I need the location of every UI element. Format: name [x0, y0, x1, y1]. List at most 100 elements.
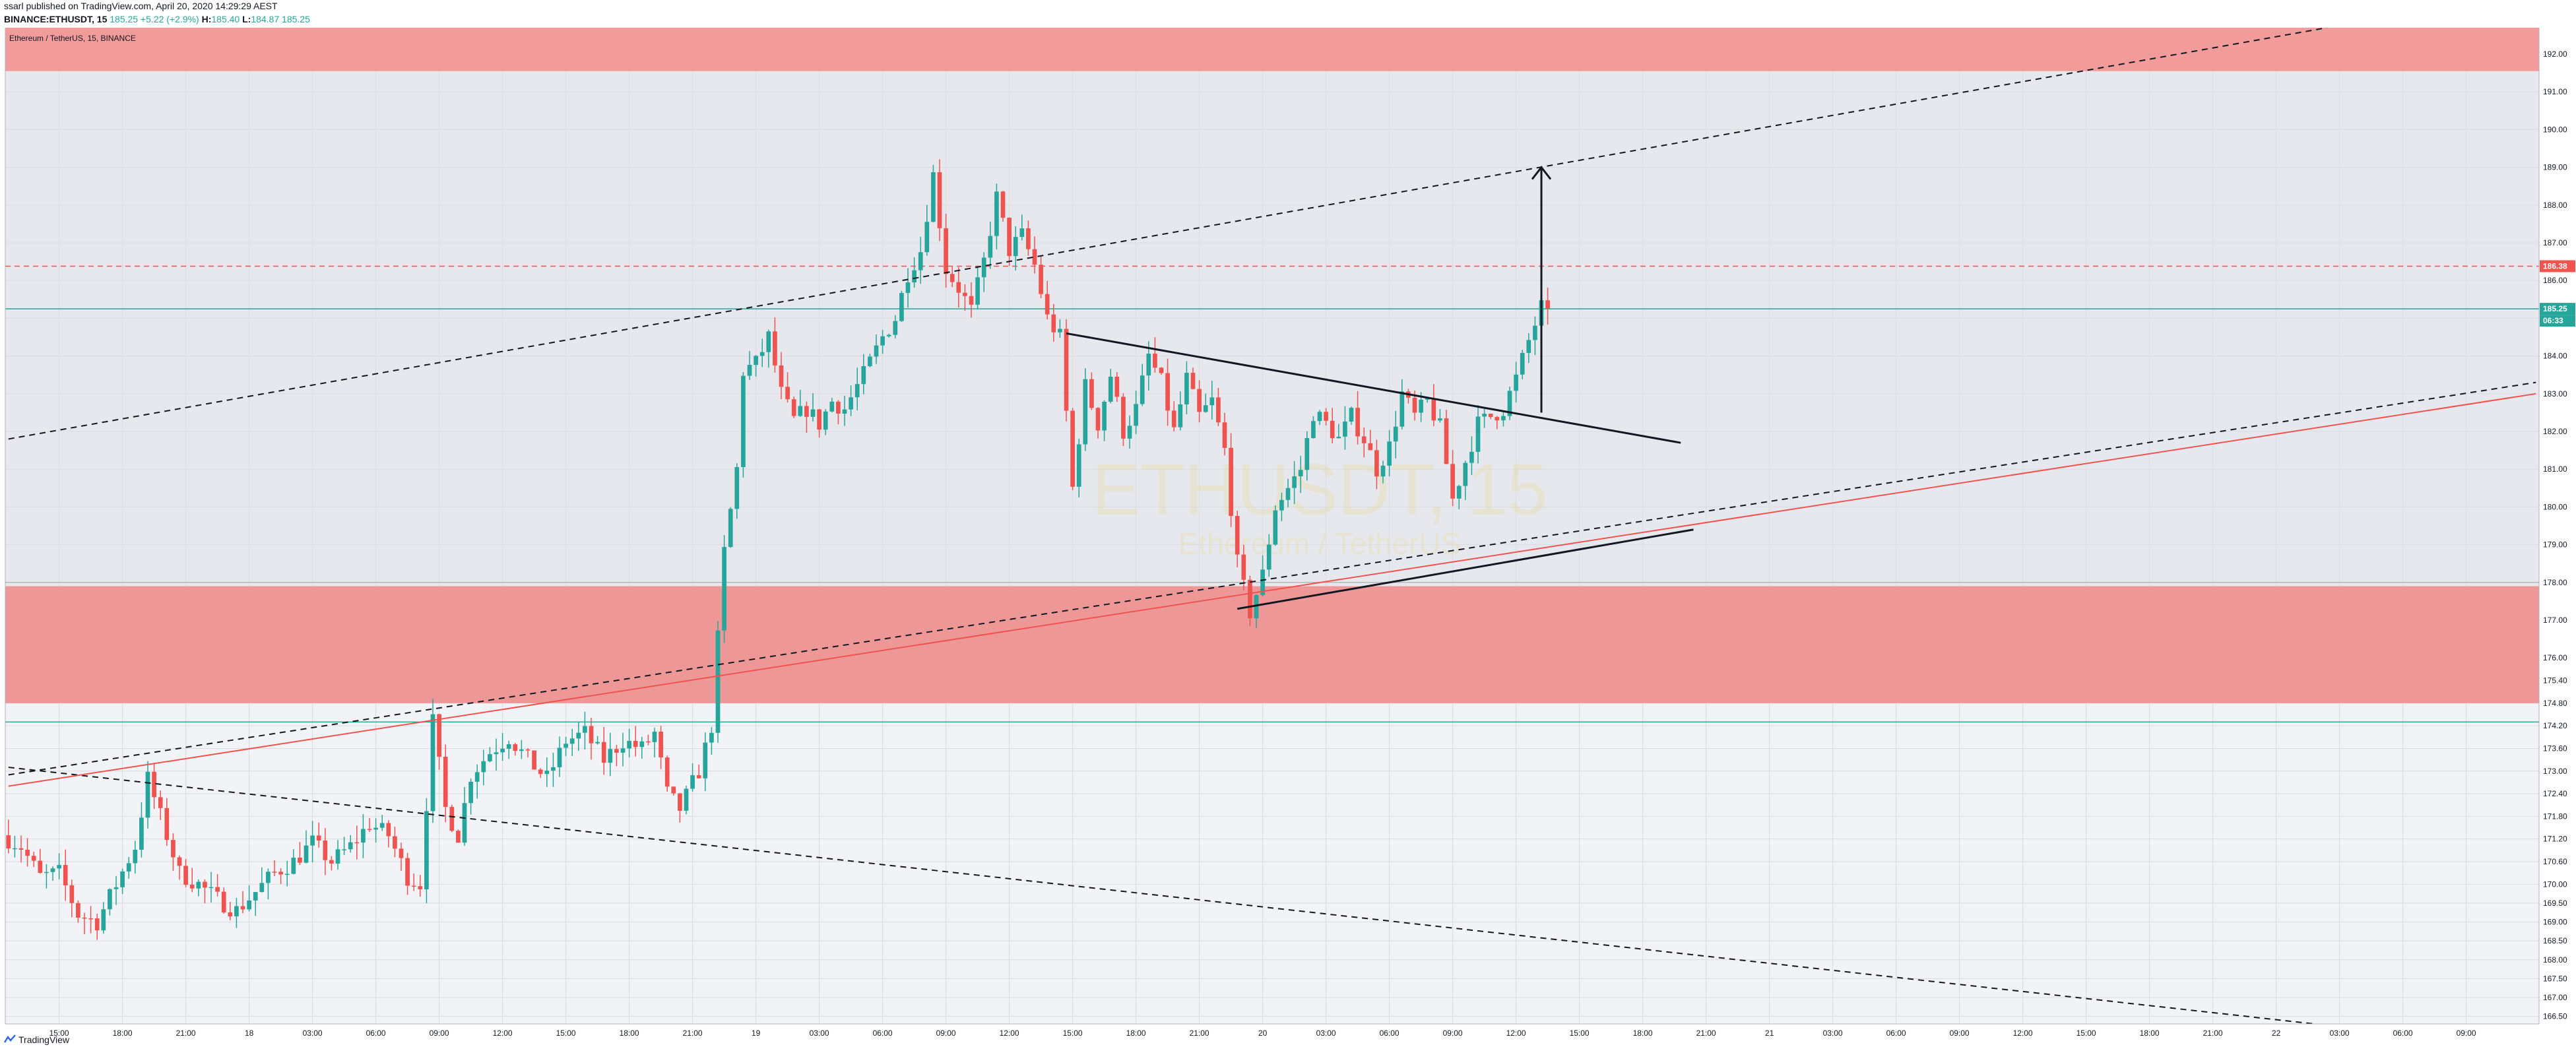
candle-body: [113, 887, 119, 889]
candle-body: [1444, 418, 1449, 464]
candle-body: [437, 714, 441, 757]
high-label: H:: [201, 14, 212, 24]
y-tick-label: 167.50: [2543, 974, 2567, 983]
x-tick-label: 06:00: [2393, 1029, 2413, 1038]
candle-body: [209, 887, 214, 889]
candle-body: [1393, 426, 1398, 442]
trendline-upper-channel-dashed[interactable]: [8, 28, 2327, 440]
trendline-triangle-upper[interactable]: [1066, 332, 1681, 444]
price-level-tag: 185.25 06:33: [2540, 303, 2575, 327]
candle-body: [1070, 410, 1075, 487]
candle-body: [183, 866, 188, 885]
candle-body: [620, 748, 626, 753]
candle-body: [817, 409, 821, 430]
candle-body: [1514, 374, 1518, 391]
price-tag-label: 185.25: [2543, 304, 2567, 313]
candle-body: [1501, 416, 1506, 421]
candle-body: [196, 881, 201, 889]
trendline-triangle-lower[interactable]: [1237, 528, 1694, 610]
candle-body: [1279, 499, 1284, 511]
x-tick-label: 15:00: [49, 1029, 69, 1038]
candle-body: [836, 401, 841, 414]
candle-body: [880, 336, 885, 346]
candle-body: [164, 808, 170, 841]
candle-body: [544, 771, 550, 775]
candle-body: [342, 849, 346, 850]
candle-body: [1488, 414, 1493, 418]
candle-body: [1330, 420, 1335, 439]
x-tick-label: 12:00: [493, 1029, 513, 1038]
candle-body: [373, 827, 378, 830]
candle-body: [1197, 389, 1202, 412]
candle-body: [1450, 464, 1455, 499]
tradingview-logo-icon: [4, 1034, 16, 1043]
trendline-red-support-line[interactable]: [8, 393, 2536, 787]
candle-body: [272, 872, 277, 873]
y-tick-label: 174.20: [2543, 721, 2567, 730]
candle-body: [1146, 354, 1151, 376]
x-tick-label: 18:00: [2140, 1029, 2160, 1038]
x-tick-label: 21:00: [176, 1029, 196, 1038]
candle-body: [1216, 397, 1221, 423]
candle-body: [494, 752, 499, 755]
candle-body: [1153, 354, 1157, 368]
candle-body: [1241, 554, 1246, 580]
candle-body: [791, 399, 796, 416]
candle-body: [234, 906, 239, 916]
y-tick-label: 166.50: [2543, 1012, 2567, 1021]
candle-body: [63, 865, 68, 885]
candle-body: [152, 771, 156, 798]
candle-body: [810, 409, 816, 417]
candle-body: [1526, 340, 1531, 353]
y-tick-label: 179.00: [2543, 540, 2567, 550]
y-tick-label: 171.20: [2543, 835, 2567, 844]
low-label: L:: [242, 14, 251, 24]
candle-body: [759, 352, 765, 356]
candle-body: [874, 345, 879, 357]
price-level-tag: 186.38: [2540, 260, 2575, 272]
x-tick-label: 18:00: [1633, 1029, 1653, 1038]
candle-body: [576, 732, 581, 739]
y-tick-label: 170.00: [2543, 879, 2567, 889]
candle-body: [158, 797, 163, 808]
y-tick-label: 172.40: [2543, 789, 2567, 798]
x-tick-label: 03:00: [303, 1029, 323, 1038]
candle-body: [430, 714, 435, 811]
candle-body: [1089, 379, 1094, 408]
y-tick-label: 178.00: [2543, 578, 2567, 587]
trendline-lower-channel-dashed[interactable]: [8, 381, 2536, 776]
candle-body: [94, 918, 100, 931]
candle-body: [652, 732, 657, 742]
candle-body: [1248, 579, 1252, 619]
symbol-ohlc: BINANCE:ETHUSDT, 15 185.25 +5.22 (+2.9%)…: [4, 14, 310, 24]
candle-body: [1178, 404, 1183, 428]
candle-body: [1000, 191, 1006, 218]
candle-body: [1013, 237, 1018, 257]
candle-body: [399, 848, 404, 858]
x-tick-label: 03:00: [1823, 1029, 1843, 1038]
candle-body: [1368, 443, 1373, 451]
candle-body: [1463, 462, 1468, 486]
candle-body: [931, 172, 936, 222]
x-tick-label: 15:00: [1570, 1029, 1590, 1038]
y-tick-label: 175.40: [2543, 676, 2567, 685]
y-tick-label: 188.00: [2543, 201, 2567, 210]
candle-body: [228, 912, 233, 916]
candle-body: [1507, 391, 1512, 416]
trendline-descending-dashed[interactable]: [8, 767, 2315, 1025]
y-tick-label: 174.80: [2543, 699, 2567, 708]
candle-body: [937, 172, 942, 228]
candle-body: [379, 823, 385, 828]
x-tick-label: 06:00: [366, 1029, 386, 1038]
x-tick-label: 09:00: [1950, 1029, 1970, 1038]
candle-body: [1380, 465, 1386, 477]
candle-body: [513, 744, 518, 751]
open-value: 185.25: [110, 14, 139, 24]
candle-body: [608, 749, 613, 763]
candle-body: [393, 836, 397, 849]
candle-body: [944, 228, 948, 274]
candle-body: [1374, 450, 1379, 477]
price-tag-background: [2540, 303, 2575, 315]
x-tick-label: 21:00: [1190, 1029, 1209, 1038]
